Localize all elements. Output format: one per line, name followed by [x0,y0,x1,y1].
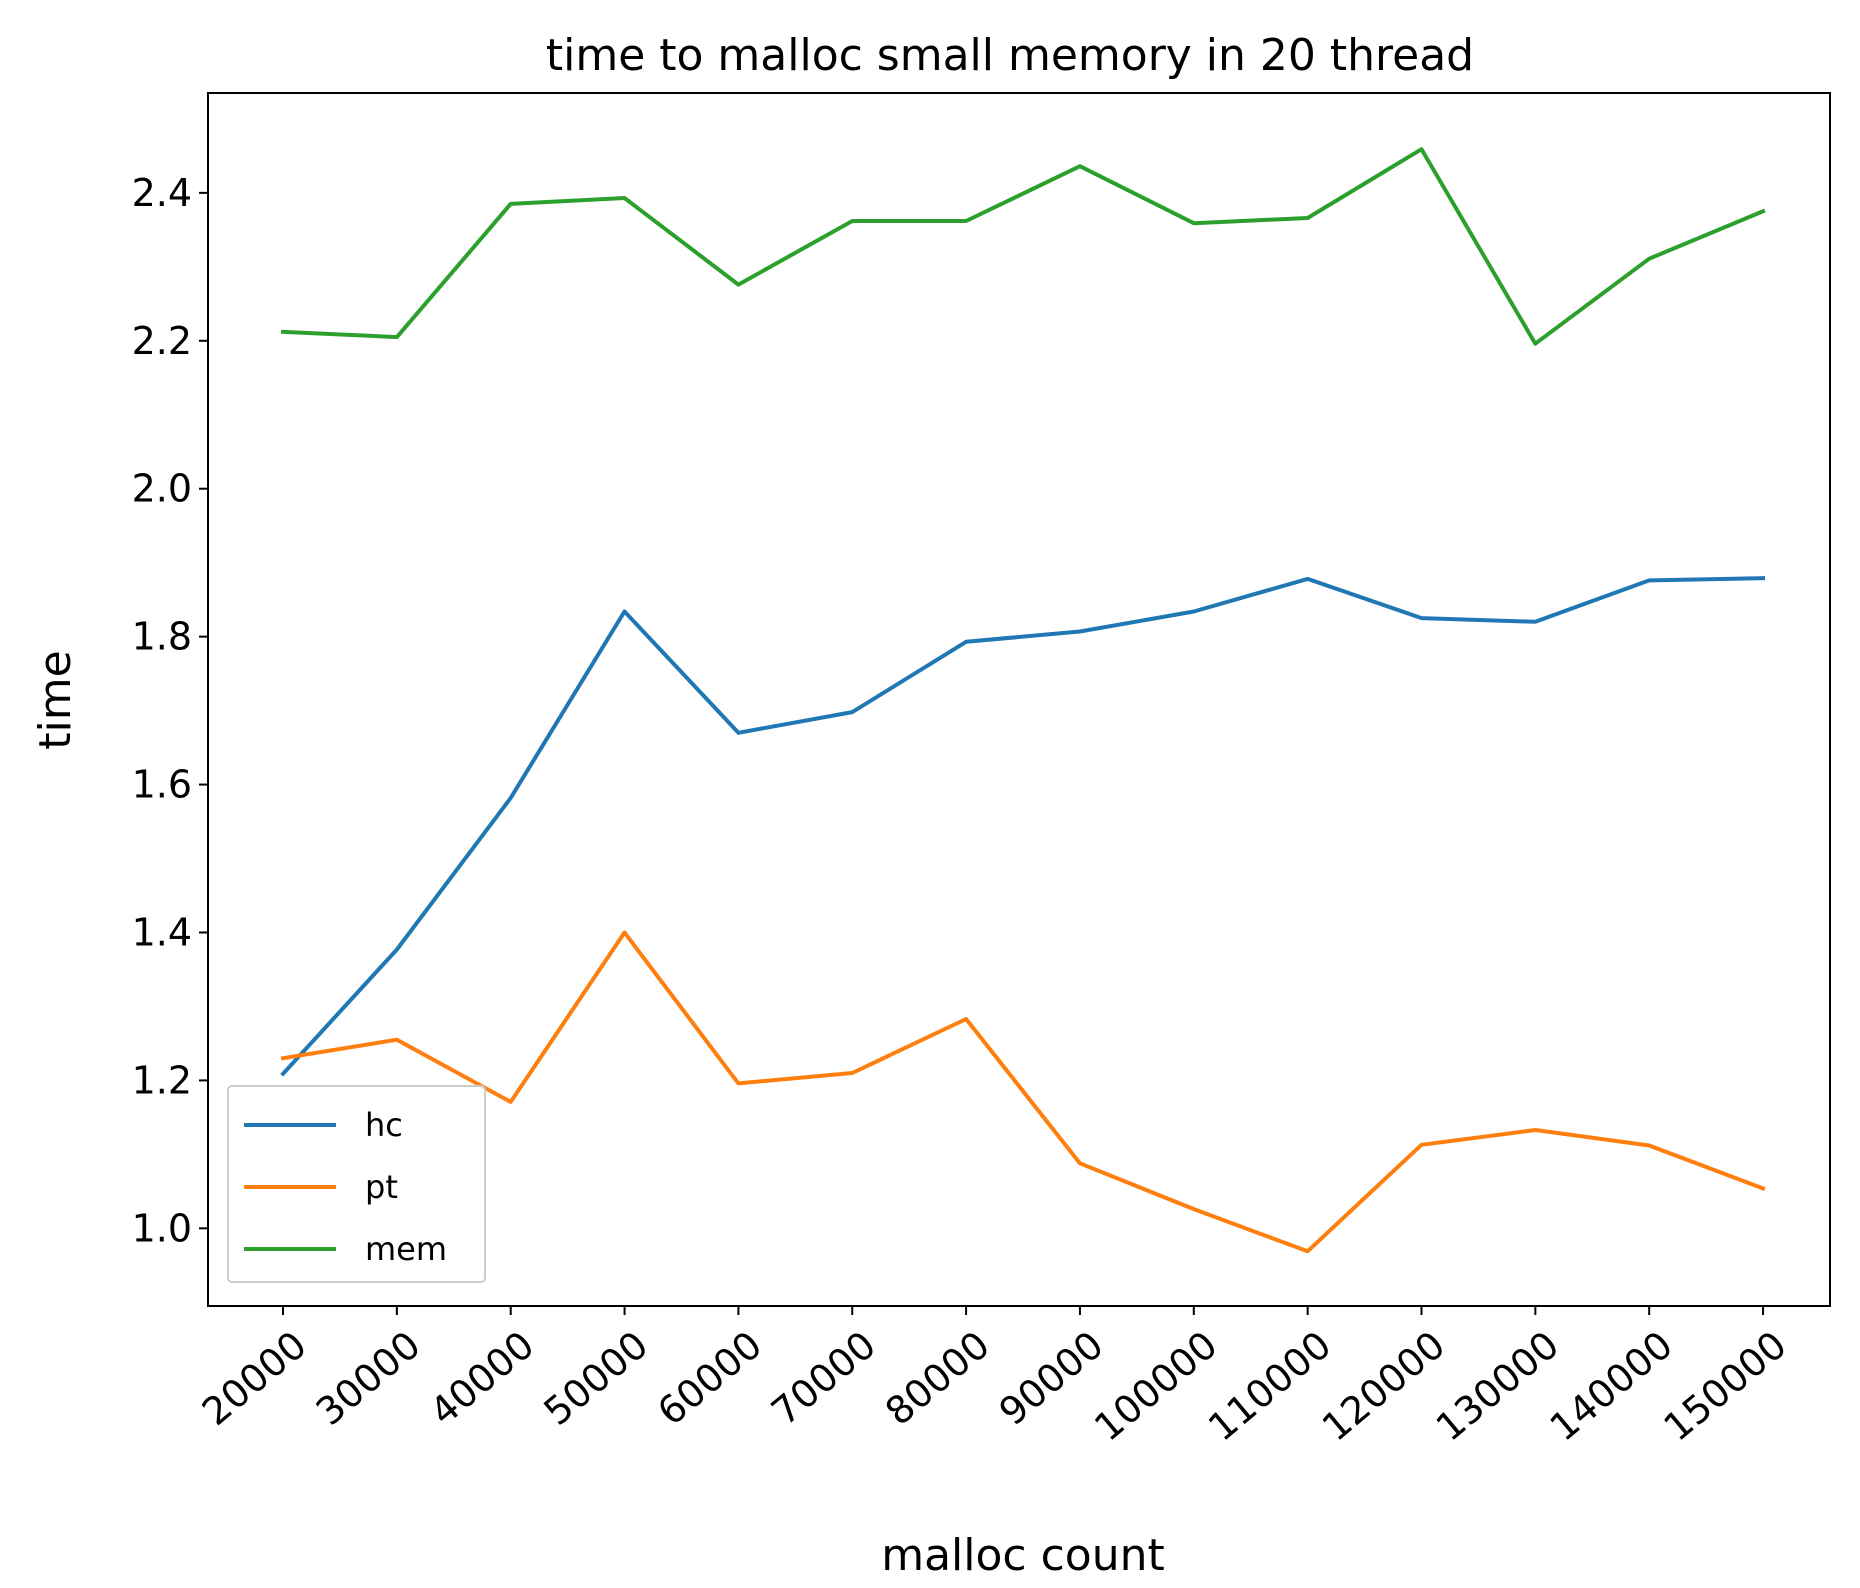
plot-area-frame [207,92,1831,1307]
series-line-pt [280,930,1766,1254]
x-axis-label: malloc count [881,1530,1165,1581]
y-tick-label: 1.0 [132,1206,192,1250]
legend-label-hc: hc [365,1106,403,1144]
y-tick-label: 1.4 [132,910,192,954]
y-tick-label: 1.8 [132,615,192,659]
y-axis-label: time [30,650,81,749]
y-tick-label: 1.2 [132,1058,192,1102]
legend-label-pt: pt [365,1168,398,1206]
legend-box [227,1085,486,1283]
legend-label-mem: mem [365,1230,447,1268]
y-tick-label: 2.2 [132,319,192,363]
plot-lines [280,147,1766,1254]
y-tick-label: 2.4 [132,171,192,215]
series-line-mem [280,147,1766,346]
legend: hc pt mem [227,1085,486,1283]
y-axis: 1.0 1.2 1.4 1.6 1.8 2.0 2.2 2.4 [132,171,208,1250]
y-tick-label: 1.6 [132,763,192,807]
y-tick-label: 2.0 [132,467,192,511]
series-line-hc [280,576,1766,1077]
chart-title: time to malloc small memory in 20 thread [546,30,1474,81]
